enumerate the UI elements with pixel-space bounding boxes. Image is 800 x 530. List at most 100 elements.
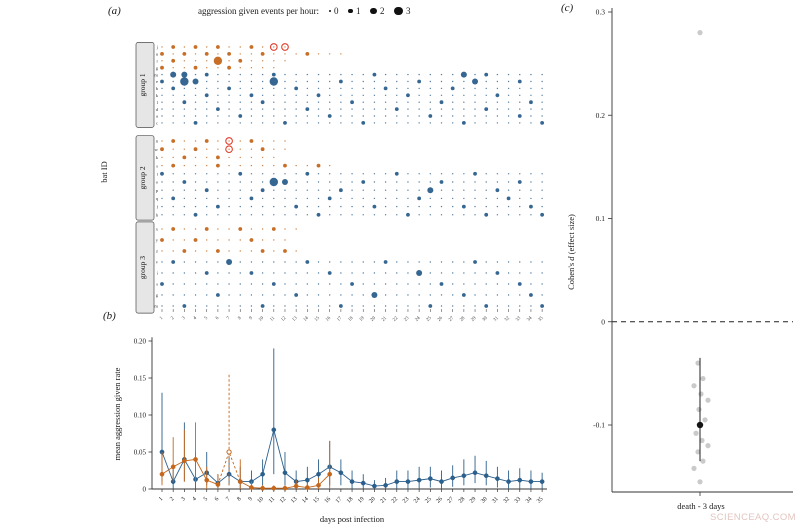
panel-c-x-axis-title: death - 3 days — [677, 501, 725, 511]
svg-text:32: 32 — [503, 496, 511, 504]
svg-text:19: 19 — [357, 496, 365, 504]
cohens-label-post: (effect size) — [566, 214, 576, 257]
svg-text:12: 12 — [279, 496, 287, 504]
svg-text:27: 27 — [447, 496, 455, 504]
svg-text:11: 11 — [269, 315, 276, 322]
svg-text:24: 24 — [413, 496, 421, 504]
svg-text:r: r — [156, 59, 158, 64]
svg-text:18: 18 — [348, 315, 355, 322]
svg-text:1: 1 — [159, 315, 165, 321]
svg-text:p: p — [156, 188, 159, 193]
svg-text:o: o — [156, 180, 159, 185]
svg-text:s: s — [156, 163, 158, 168]
svg-text:14: 14 — [303, 315, 310, 322]
svg-text:28: 28 — [458, 496, 466, 504]
svg-text:13: 13 — [290, 496, 298, 504]
svg-text:4: 4 — [193, 315, 199, 321]
svg-text:10: 10 — [258, 315, 265, 322]
svg-text:a: a — [156, 114, 158, 119]
svg-text:0.05: 0.05 — [134, 448, 147, 456]
svg-text:0.15: 0.15 — [134, 374, 147, 382]
size-label-3: 3 — [405, 6, 411, 16]
svg-text:v: v — [156, 260, 159, 265]
svg-text:19: 19 — [359, 315, 366, 322]
svg-text:y: y — [156, 238, 159, 243]
svg-text:29: 29 — [469, 496, 477, 504]
svg-text:0.10: 0.10 — [134, 411, 147, 419]
svg-text:group 3: group 3 — [138, 256, 147, 279]
svg-text:16: 16 — [325, 315, 332, 322]
svg-text:g: g — [156, 65, 159, 70]
svg-text:w: w — [155, 147, 159, 152]
size-dot-2-icon — [370, 7, 377, 15]
svg-text:5: 5 — [204, 315, 210, 321]
svg-text:13: 13 — [292, 315, 299, 322]
svg-text:22: 22 — [391, 496, 399, 504]
svg-text:b: b — [156, 86, 159, 91]
svg-text:n: n — [156, 139, 159, 144]
svg-text:3: 3 — [180, 496, 186, 502]
size-dot-0-icon — [328, 10, 331, 12]
size-dot-1-icon — [348, 8, 353, 14]
svg-text:d: d — [156, 107, 159, 112]
size-dot-3-icon — [394, 6, 403, 16]
svg-text:k: k — [156, 93, 159, 98]
svg-text:6: 6 — [214, 496, 220, 502]
svg-text:32: 32 — [504, 315, 511, 322]
panel-a-label: (a) — [108, 5, 121, 17]
panel-c-y-axis-title: Cohen's d (effect size) — [566, 214, 576, 290]
svg-text:0: 0 — [143, 485, 147, 493]
svg-text:8: 8 — [237, 315, 243, 321]
svg-text:26: 26 — [437, 315, 444, 322]
svg-text:12: 12 — [280, 315, 287, 322]
size-legend: aggression given events per hour: 0 1 2 … — [198, 6, 410, 16]
svg-text:q: q — [156, 196, 159, 201]
svg-text:k: k — [156, 155, 159, 160]
panel-b-x-axis-title: days post infection — [319, 514, 385, 524]
panel-b-label: (b) — [103, 310, 116, 322]
panel-a-y-axis-title: bat ID — [99, 161, 109, 183]
svg-text:9: 9 — [249, 315, 255, 321]
svg-text:31: 31 — [491, 496, 499, 504]
svg-text:3: 3 — [182, 315, 188, 321]
svg-text:29: 29 — [471, 315, 478, 322]
svg-text:4: 4 — [192, 496, 198, 502]
size-label-2: 2 — [379, 6, 385, 16]
svg-text:c: c — [156, 121, 158, 126]
svg-text:10: 10 — [257, 496, 265, 504]
watermark: SCIENCEAQ.COM — [710, 512, 796, 523]
svg-text:20: 20 — [370, 315, 377, 322]
svg-text:7: 7 — [226, 315, 232, 321]
panel-c-plot: 0.3 0.2 0.1 0 -0.1 — [593, 8, 793, 496]
svg-text:21: 21 — [380, 496, 388, 504]
svg-text:group 2: group 2 — [138, 166, 147, 189]
svg-text:23: 23 — [403, 315, 410, 322]
svg-text:h: h — [156, 213, 159, 218]
svg-text:28: 28 — [459, 315, 466, 322]
panel-b-plot: 00.050.100.150.201 2 3 4 5 6 7 8 9 10 11 12 13 14 15 16… — [134, 337, 547, 505]
svg-text:group 1: group 1 — [138, 73, 147, 96]
svg-text:15: 15 — [312, 496, 320, 504]
svg-text:25: 25 — [426, 315, 433, 322]
svg-text:16: 16 — [324, 496, 332, 504]
svg-text:1: 1 — [158, 496, 164, 502]
svg-text:l: l — [157, 100, 159, 105]
svg-text:22: 22 — [392, 315, 399, 322]
cohens-label-d: d — [566, 256, 576, 261]
panel-c-label: (c) — [561, 2, 574, 14]
svg-text:31: 31 — [493, 315, 500, 322]
svg-text:26: 26 — [435, 496, 443, 504]
svg-text:33: 33 — [514, 496, 522, 504]
svg-text:9: 9 — [247, 496, 253, 502]
svg-text:17: 17 — [335, 496, 343, 504]
svg-text:25: 25 — [424, 496, 432, 504]
size-legend-title: aggression given events per hour: — [198, 6, 319, 16]
panel-b-y-axis-title: mean aggression given rate — [112, 367, 122, 461]
svg-text:20: 20 — [368, 496, 376, 504]
svg-text:30: 30 — [480, 496, 488, 504]
size-label-0: 0 — [333, 6, 339, 16]
svg-text:m: m — [154, 304, 158, 309]
